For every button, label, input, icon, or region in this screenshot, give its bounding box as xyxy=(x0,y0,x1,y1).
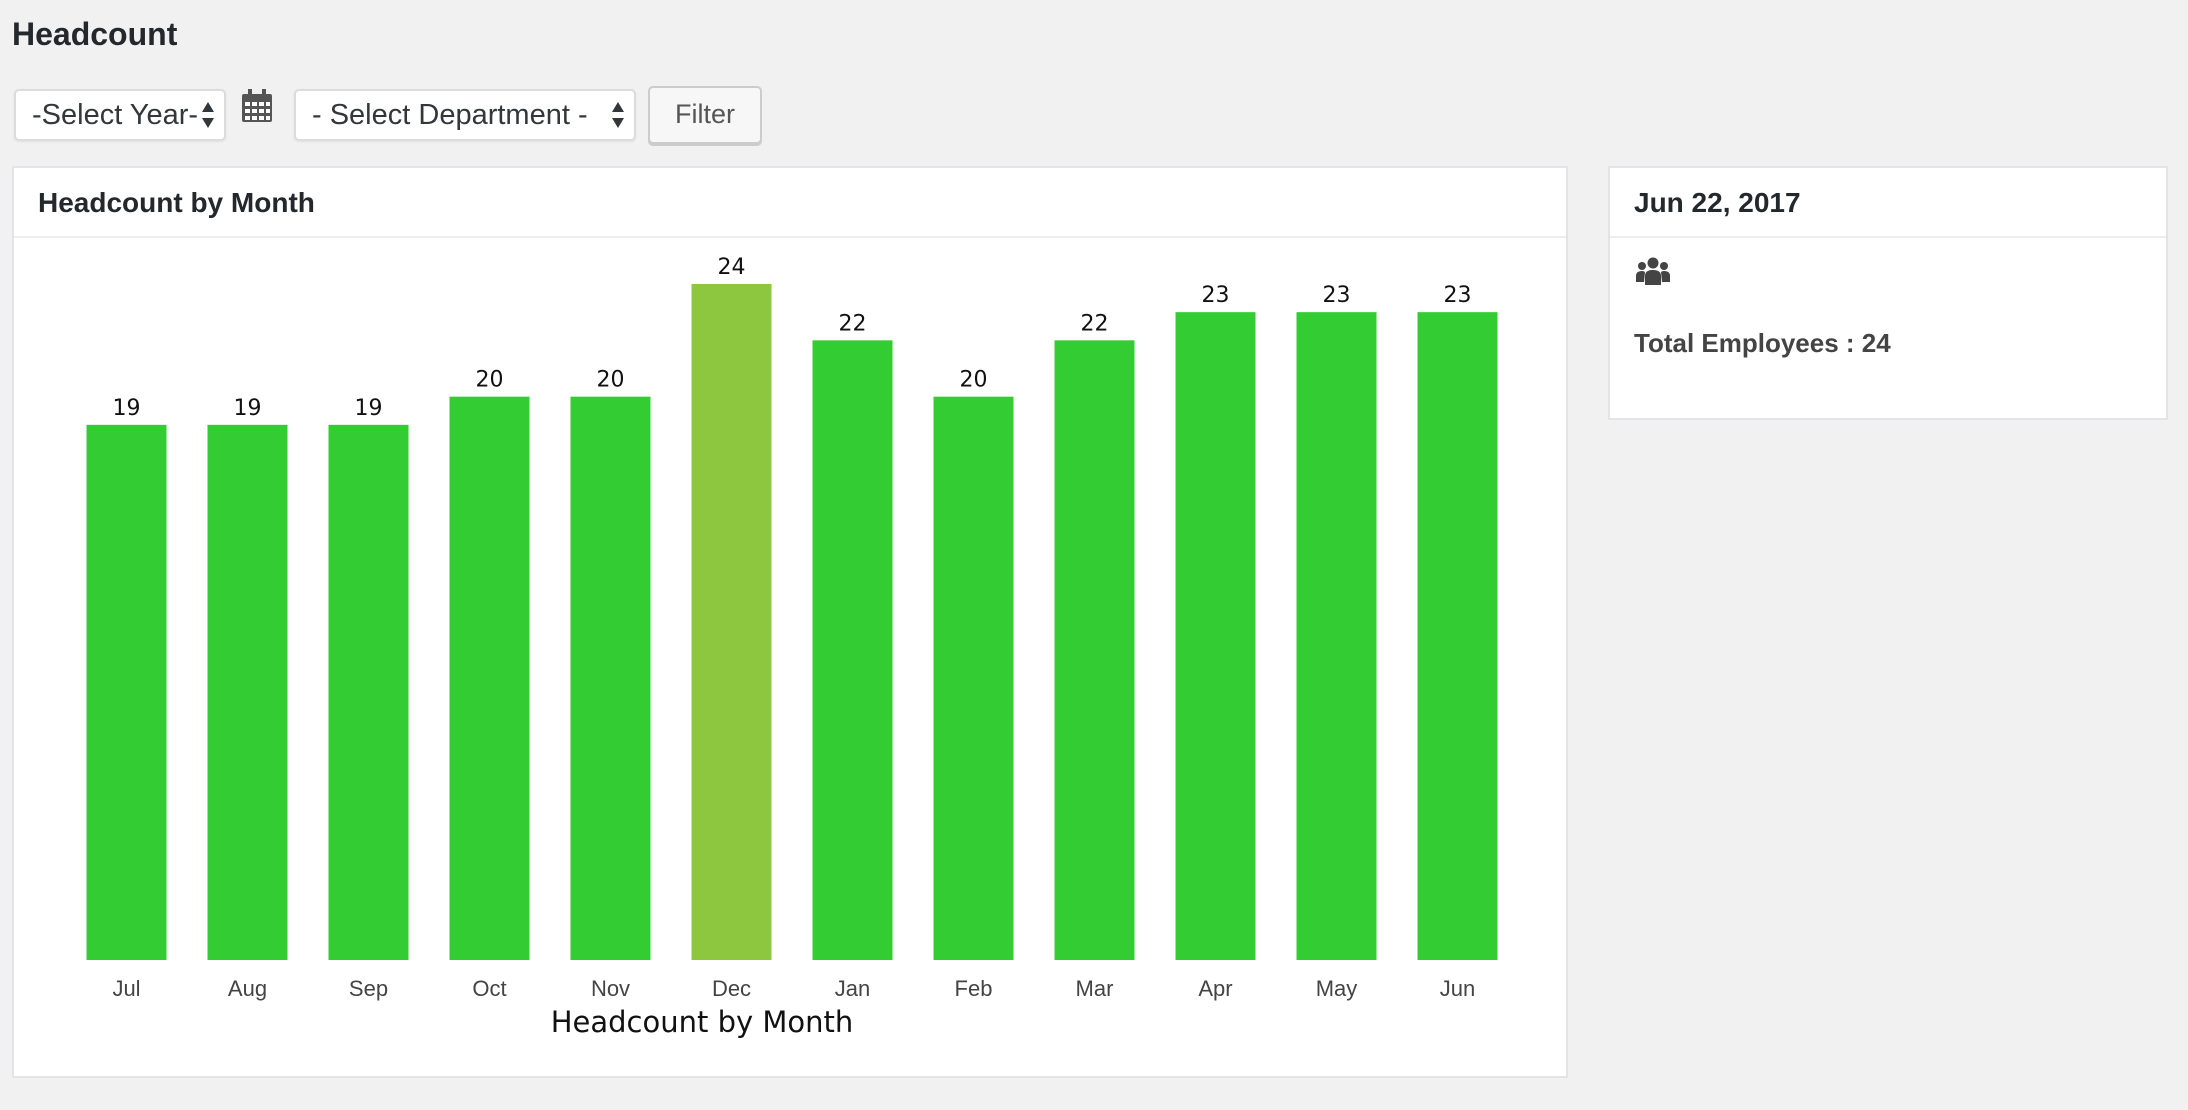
x-tick-label: Feb xyxy=(955,976,993,1001)
x-tick-label: Jan xyxy=(835,976,870,1001)
bar-value-label: 24 xyxy=(718,255,746,280)
x-tick-label: Oct xyxy=(472,976,506,1001)
select-arrows-icon xyxy=(202,102,214,128)
x-tick-label: May xyxy=(1316,976,1358,1001)
bar-apr[interactable] xyxy=(1175,312,1256,961)
bar-value-label: 20 xyxy=(476,368,504,393)
select-arrows-icon xyxy=(612,102,624,128)
x-axis-title: Headcount by Month xyxy=(551,1005,854,1039)
x-tick-label: Apr xyxy=(1198,976,1232,1001)
bar-value-label: 23 xyxy=(1323,283,1351,308)
summary-date: Jun 22, 2017 xyxy=(1610,168,2166,238)
bar-value-label: 23 xyxy=(1202,283,1230,308)
summary-panel: Jun 22, 2017 Total Employees : 24 xyxy=(1608,166,2168,420)
bar-jul[interactable] xyxy=(86,424,167,960)
x-tick-label: Dec xyxy=(712,976,751,1001)
x-tick-label: Jul xyxy=(112,976,140,1001)
bar-nov[interactable] xyxy=(570,396,651,960)
bar-value-label: 22 xyxy=(839,311,867,336)
bar-value-label: 20 xyxy=(597,368,625,393)
bar-jun[interactable] xyxy=(1417,312,1498,961)
x-tick-label: Aug xyxy=(228,976,267,1001)
chart-panel-title: Headcount by Month xyxy=(14,168,1566,238)
bar-value-label: 19 xyxy=(355,396,383,421)
bar-dec[interactable] xyxy=(691,284,772,960)
bar-value-label: 20 xyxy=(960,368,988,393)
department-select-value: - Select Department - xyxy=(312,99,588,131)
calendar-icon[interactable] xyxy=(240,88,274,124)
chart-panel: Headcount by Month 19 Jul 19 Aug 19 Sep 20 Oct 2… xyxy=(12,166,1568,1078)
bar-may[interactable] xyxy=(1296,312,1377,961)
bar-value-label: 19 xyxy=(113,396,141,421)
bar-sep[interactable] xyxy=(328,424,409,960)
bar-jan[interactable] xyxy=(812,340,893,960)
total-employees: Total Employees : 24 xyxy=(1634,328,1891,358)
filter-button[interactable]: Filter xyxy=(648,86,762,144)
year-select-value: -Select Year- xyxy=(32,99,199,131)
year-select[interactable]: -Select Year- xyxy=(14,89,226,141)
headcount-bar-chart: 19 Jul 19 Aug 19 Sep 20 Oct 20 Nov 24 Dec 22 Jan 20 Feb… xyxy=(86,255,1498,1039)
x-tick-label: Jun xyxy=(1440,976,1475,1001)
bar-value-label: 22 xyxy=(1081,311,1109,336)
x-tick-label: Nov xyxy=(591,976,630,1001)
bar-aug[interactable] xyxy=(207,424,288,960)
group-icon xyxy=(1636,257,1670,285)
department-select[interactable]: - Select Department - xyxy=(294,89,636,141)
bar-feb[interactable] xyxy=(933,396,1014,960)
bar-mar[interactable] xyxy=(1054,340,1135,960)
x-tick-label: Mar xyxy=(1076,976,1114,1001)
bar-value-label: 19 xyxy=(234,396,262,421)
page-title: Headcount xyxy=(12,16,178,52)
x-tick-label: Sep xyxy=(349,976,388,1001)
bar-value-label: 23 xyxy=(1444,283,1472,308)
bar-oct[interactable] xyxy=(449,396,530,960)
